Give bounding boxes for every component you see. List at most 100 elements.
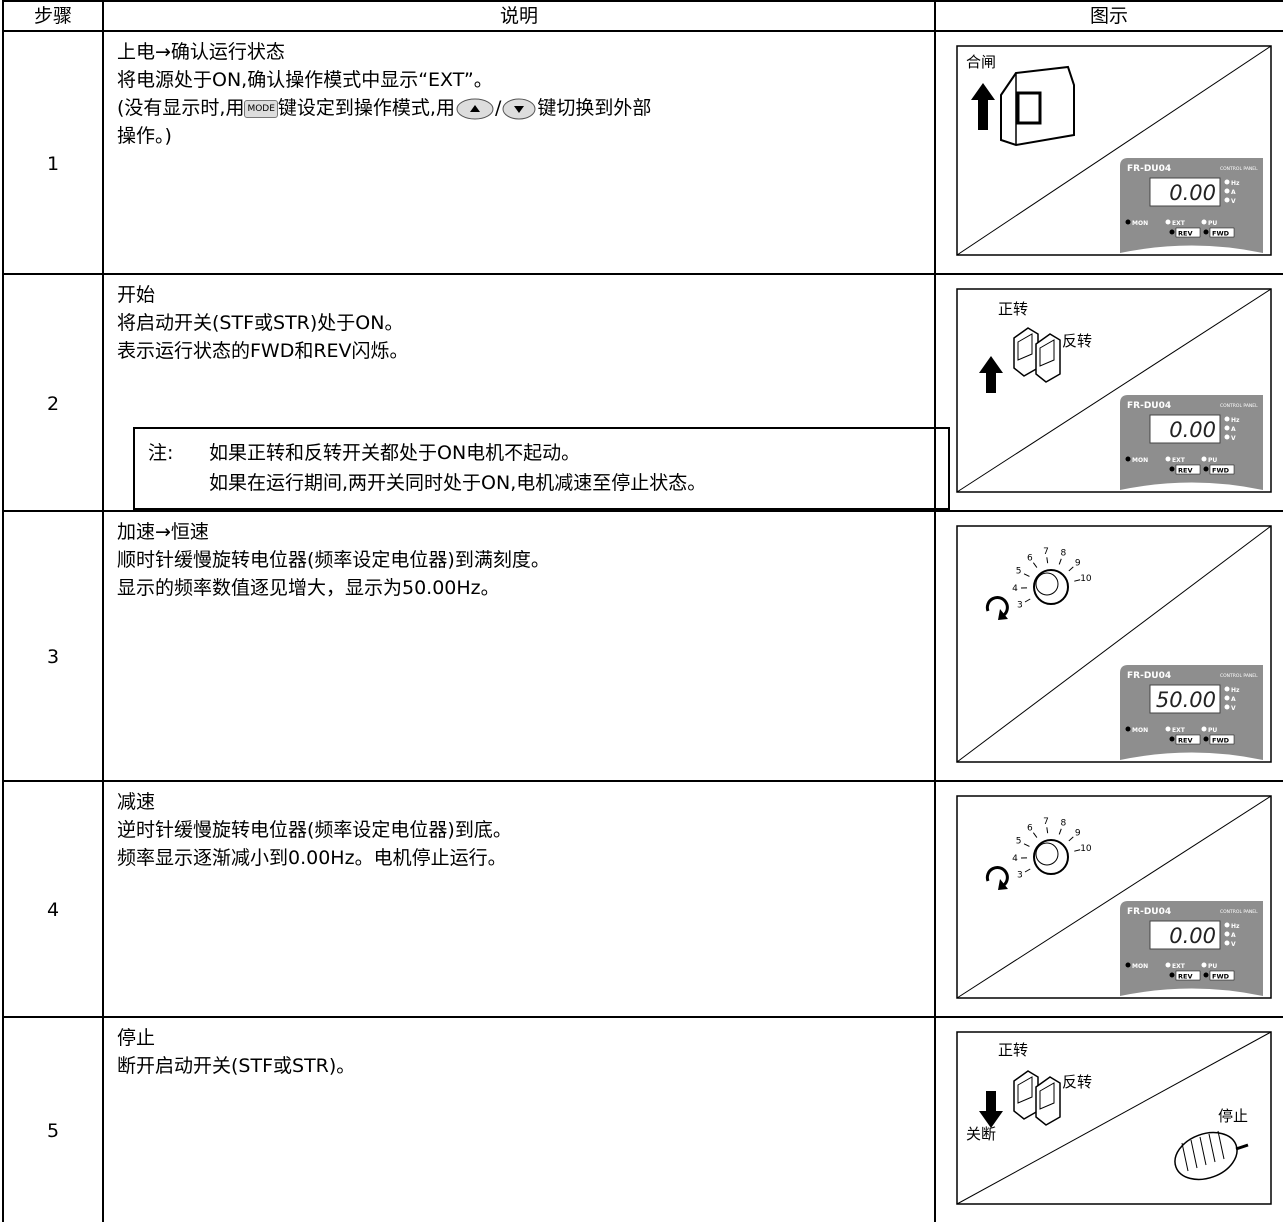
rule (934, 0, 936, 1222)
panel-led (1125, 962, 1131, 968)
panel-led (1169, 736, 1175, 742)
forward-label: 正转 (998, 1041, 1028, 1059)
panel-mode: MON (1132, 963, 1148, 970)
panel-display-value: 0.00 (1169, 181, 1216, 205)
motor-body (1174, 1131, 1238, 1181)
panel-unit: V (1231, 941, 1236, 948)
dial-number: 3 (1017, 601, 1023, 611)
panel-led (1224, 931, 1230, 937)
description-line: 上电→确认运行状态 (117, 41, 285, 63)
step-number: 3 (46, 646, 60, 668)
header-cell: 图示 (1089, 5, 1128, 27)
off-label: 关断 (966, 1125, 996, 1143)
panel-caption: CONTROL PANEL (1220, 166, 1258, 172)
panel-led (1224, 695, 1230, 701)
panel-mode: EXT (1172, 220, 1186, 227)
dial-mark (1023, 573, 1030, 577)
header-cell: 说明 (499, 5, 538, 27)
panel-unit: A (1231, 189, 1236, 196)
note-line: 如果在运行期间,两开关同时处于ON,电机减速至停止状态。 (209, 472, 707, 494)
key-label: MODE (244, 99, 278, 118)
illustration: 合闸 FR-DU04 CONTROL PANEL 0.00 Hz AV MON EXT PU RE… (956, 45, 1272, 256)
panel-caption: CONTROL PANEL (1220, 403, 1258, 409)
stop-label: 停止 (1218, 1107, 1248, 1125)
panel-led (1165, 962, 1171, 968)
panel-display-value: 0.00 (1169, 924, 1216, 948)
panel-direction-box (1175, 734, 1201, 745)
panel-mode: EXT (1172, 963, 1186, 970)
panel-mode: PU (1208, 457, 1217, 464)
description-text: / (494, 97, 502, 119)
panel-led (1165, 726, 1171, 732)
panel-mode: EXT (1172, 727, 1186, 734)
panel-model: FR-DU04 (1127, 671, 1171, 681)
breaker-label: 合闸 (966, 53, 996, 71)
rule (2, 273, 1283, 275)
diagonal (956, 1031, 1272, 1205)
dial-number: 9 (1075, 558, 1081, 568)
panel-direction: FWD (1212, 230, 1230, 238)
panel-model: FR-DU04 (1127, 401, 1171, 411)
description-line: 逆时针缓慢旋转电位器(频率设定电位器)到底。 (117, 819, 512, 841)
dial-number: 5 (1016, 567, 1022, 577)
panel-led (1169, 972, 1175, 978)
dial-number: 4 (1012, 854, 1018, 864)
description-line: 顺时针缓慢旋转电位器(频率设定电位器)到满刻度。 (117, 549, 550, 571)
panel-led (1201, 456, 1207, 462)
switch-lever (1039, 1082, 1055, 1110)
rotation-arrow (985, 596, 1009, 617)
dial-number: 7 (1043, 817, 1049, 827)
rule (2, 510, 1283, 512)
panel-display-value: 50.00 (1156, 688, 1216, 712)
motor-fin (1199, 1136, 1207, 1166)
motor-shaft (1235, 1143, 1249, 1151)
up-arrow (971, 83, 995, 130)
panel-led (1224, 179, 1230, 185)
description-line: 停止 (117, 1027, 156, 1049)
key-arrow (469, 104, 480, 112)
step-number: 5 (46, 1120, 60, 1142)
dial-number: 4 (1012, 584, 1018, 594)
panel-led (1224, 686, 1230, 692)
rule (2, 780, 1283, 782)
diagonal (956, 45, 1272, 256)
dial-number: 10 (1080, 574, 1092, 584)
panel-unit: Hz (1231, 180, 1240, 187)
panel-led (1125, 456, 1131, 462)
header-cell: 步骤 (33, 5, 72, 27)
panel-unit: Hz (1231, 923, 1240, 930)
panel-mode: PU (1208, 727, 1217, 734)
panel-unit: V (1231, 198, 1236, 205)
dial-number: 6 (1027, 823, 1033, 833)
panel-display (1149, 684, 1221, 714)
panel-display (1149, 920, 1221, 950)
panel-direction-box (1209, 734, 1235, 745)
panel-direction-box (1209, 464, 1235, 475)
panel-led (1169, 466, 1175, 472)
panel-led (1201, 726, 1207, 732)
rule (2, 30, 1283, 32)
panel-led (1201, 219, 1207, 225)
panel-model: FR-DU04 (1127, 907, 1171, 917)
dial-number: 5 (1016, 837, 1022, 847)
reverse-label: 反转 (1062, 332, 1092, 350)
panel-led (1224, 704, 1230, 710)
dial-number: 8 (1060, 549, 1066, 559)
panel-mode: EXT (1172, 457, 1186, 464)
panel-direction: FWD (1212, 737, 1230, 745)
key-arrow (514, 105, 525, 113)
panel-led (1169, 229, 1175, 235)
panel-mode: PU (1208, 220, 1217, 227)
dial-mark (1024, 598, 1031, 603)
rule (2, 0, 1283, 2)
step-number: 2 (46, 392, 60, 415)
dial-mark (1074, 579, 1081, 582)
diagonal (956, 795, 1272, 999)
motor-fin (1190, 1139, 1198, 1169)
dial-mark (1068, 566, 1074, 572)
diagonal (956, 288, 1272, 493)
description-line: 将电源处于ON,确认操作模式中显示“EXT”。 (117, 69, 493, 91)
